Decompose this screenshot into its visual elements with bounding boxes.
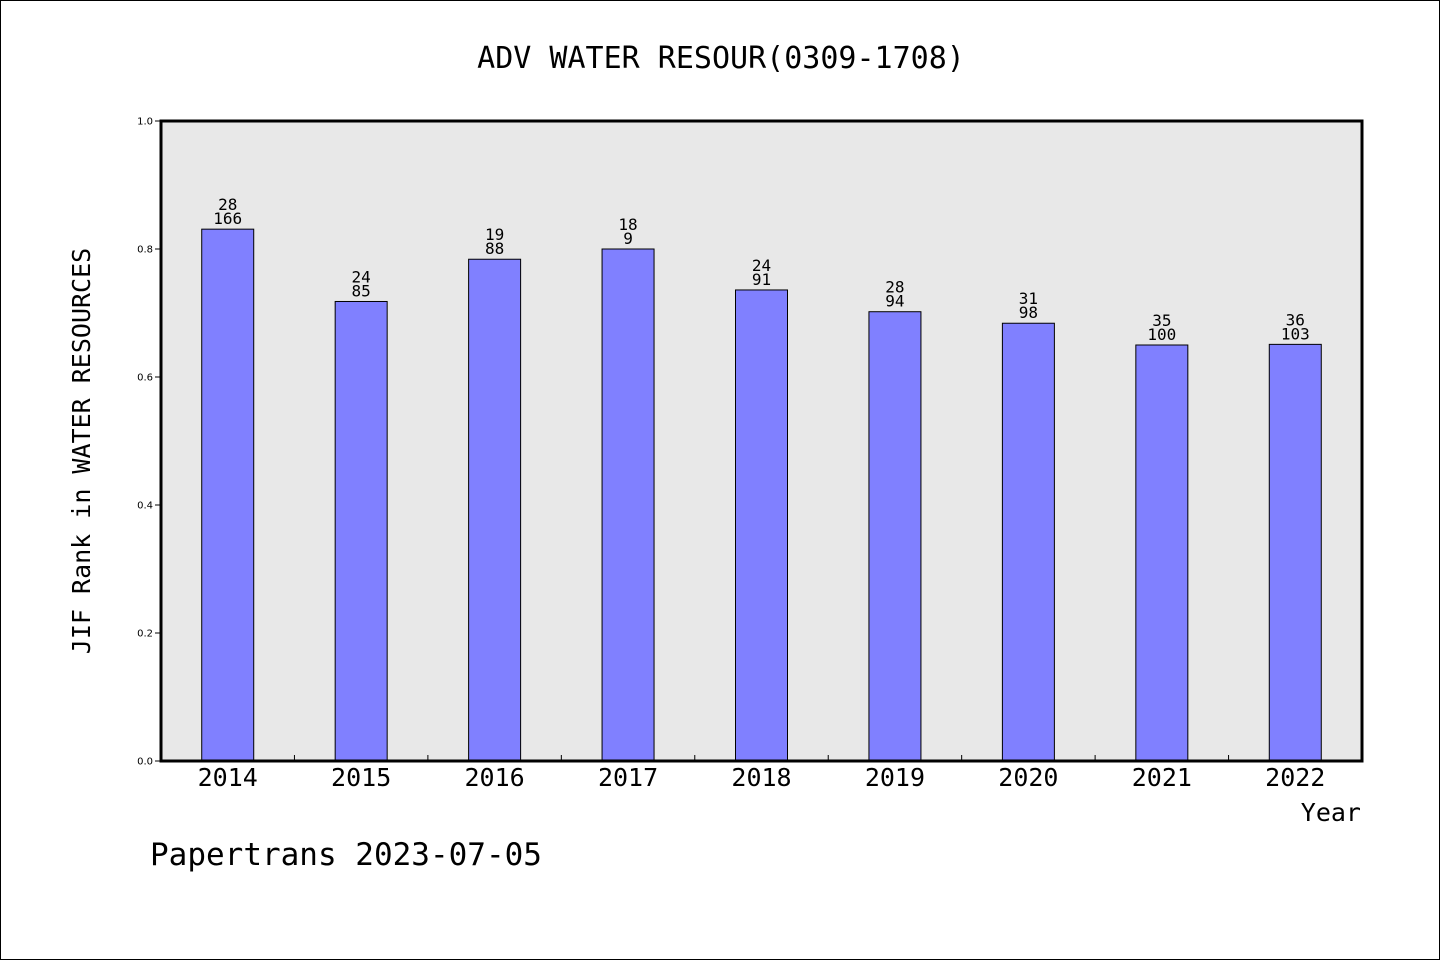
y-tick-label: 0.4 [137, 501, 153, 512]
y-tick-label: 0.0 [137, 757, 153, 768]
data-label-total: 166 [213, 209, 242, 228]
x-tick-label: 2016 [465, 763, 525, 792]
data-label-total: 9 [623, 229, 633, 248]
data-label-total: 100 [1147, 325, 1176, 344]
footer-date-stamp: Papertrans 2023-07-05 [150, 837, 542, 873]
x-tick-label: 2019 [865, 763, 925, 792]
data-label-rank: 35 [1152, 311, 1171, 330]
bar-2018 [735, 289, 788, 762]
data-label-rank: 28 [885, 278, 904, 297]
x-tick-label: 2022 [1265, 763, 1325, 792]
data-label-total: 85 [352, 281, 371, 300]
y-axis: 0.0 0.2 0.4 0.6 0.8 1.0 [137, 117, 161, 768]
data-label-total: 91 [752, 270, 771, 289]
bar-2014 [201, 228, 255, 762]
y-axis-title: JIF Rank in WATER RESOURCES [67, 248, 96, 654]
x-tick-label: 2020 [998, 763, 1058, 792]
y-tick-label: 0.8 [137, 245, 153, 256]
x-tick-label: 2014 [198, 763, 258, 792]
bar-2016 [468, 258, 522, 762]
x-axis-title: Year [1301, 798, 1361, 827]
data-label-total: 98 [1019, 303, 1038, 322]
y-tick-label: 0.6 [137, 373, 153, 384]
bars-layer [201, 228, 1322, 762]
data-label-rank: 24 [752, 256, 771, 275]
x-tick-label: 2017 [598, 763, 658, 792]
bar-2019 [868, 311, 922, 762]
x-tick-label: 2015 [331, 763, 391, 792]
x-axis: 2014 2015 2016 2017 2018 2019 2020 2021 2022 [198, 755, 1325, 792]
bar-2022 [1268, 343, 1322, 762]
x-tick-label: 2018 [731, 763, 791, 792]
data-label-rank: 19 [485, 225, 504, 244]
data-label-total: 103 [1281, 324, 1310, 343]
data-label-rank: 18 [618, 215, 637, 234]
bar-2017 [601, 248, 655, 762]
x-tick-label: 2021 [1132, 763, 1192, 792]
data-label-rank: 31 [1019, 289, 1038, 308]
chart-title: ADV WATER RESOUR(0309-1708) [477, 41, 965, 76]
plot-border [159, 119, 1364, 763]
data-label-rank: 28 [218, 195, 237, 214]
data-label-total: 94 [885, 292, 904, 311]
bar-2015 [334, 300, 388, 762]
bar-2020 [1001, 322, 1055, 762]
data-label-rank: 24 [352, 267, 371, 286]
data-label-rank: 36 [1286, 310, 1305, 329]
y-tick-label: 1.0 [137, 117, 153, 128]
y-tick-label: 0.2 [137, 629, 153, 640]
data-label-total: 88 [485, 239, 504, 258]
bar-2021 [1135, 344, 1189, 762]
